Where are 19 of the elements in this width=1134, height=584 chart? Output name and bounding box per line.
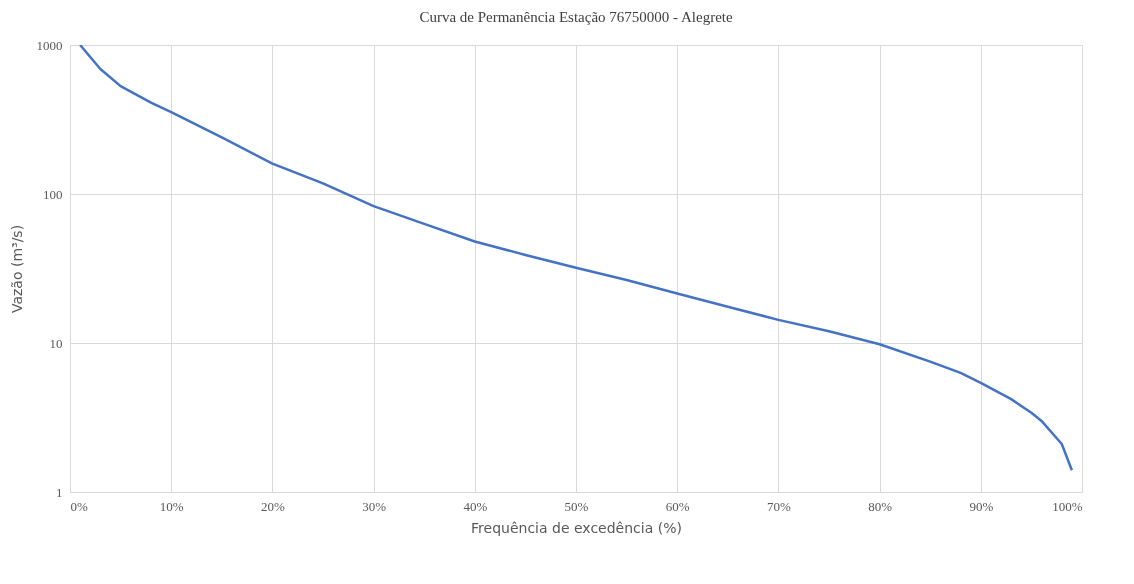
x-tick-label: 60% [665, 498, 690, 514]
y-tick-label: 1 [56, 484, 63, 500]
x-tick-label: 40% [463, 498, 488, 514]
x-tick-label: 50% [564, 498, 589, 514]
line-series [78, 45, 1074, 472]
y-tick-label: 100 [43, 186, 63, 202]
y-axis-title: Vazão (m³/s) [8, 224, 25, 314]
x-tick-label: 100% [1052, 498, 1083, 514]
x-axis-title: Frequência de excedência (%) [471, 519, 682, 536]
x-tick-label: 30% [362, 498, 387, 514]
x-tick-label: 0% [70, 498, 88, 514]
y-tick-label: 1000 [36, 37, 63, 53]
x-tick-label: 10% [159, 498, 184, 514]
x-tick-label: 20% [260, 498, 285, 514]
chart-title: Curva de Permanência Estação 76750000 - Alegrete [419, 9, 733, 25]
x-tick-label: 80% [868, 498, 893, 514]
y-tick-label: 10 [49, 335, 63, 351]
x-tick-label: 70% [766, 498, 791, 514]
x-tick-label: 90% [969, 498, 994, 514]
